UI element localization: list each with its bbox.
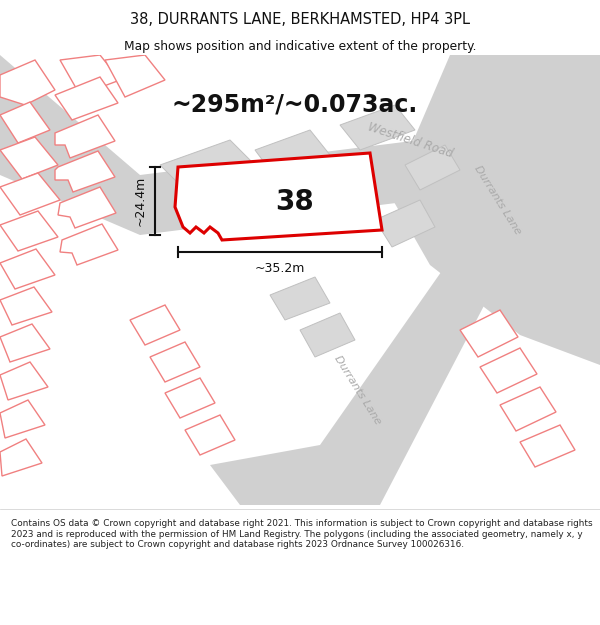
Text: 38, DURRANTS LANE, BERKHAMSTED, HP4 3PL: 38, DURRANTS LANE, BERKHAMSTED, HP4 3PL bbox=[130, 12, 470, 27]
Polygon shape bbox=[55, 115, 115, 158]
Polygon shape bbox=[0, 324, 50, 362]
Polygon shape bbox=[0, 287, 52, 325]
Polygon shape bbox=[375, 200, 435, 247]
Polygon shape bbox=[105, 55, 165, 97]
Polygon shape bbox=[0, 400, 45, 438]
Polygon shape bbox=[0, 102, 50, 143]
Polygon shape bbox=[130, 305, 180, 345]
Polygon shape bbox=[0, 60, 55, 105]
Text: ~295m²/~0.073ac.: ~295m²/~0.073ac. bbox=[172, 93, 418, 117]
Polygon shape bbox=[390, 55, 600, 365]
Text: Map shows position and indicative extent of the property.: Map shows position and indicative extent… bbox=[124, 39, 476, 52]
Polygon shape bbox=[165, 378, 215, 418]
Polygon shape bbox=[270, 277, 330, 320]
Polygon shape bbox=[460, 310, 518, 357]
Polygon shape bbox=[0, 137, 58, 179]
Polygon shape bbox=[0, 362, 48, 400]
Polygon shape bbox=[300, 313, 355, 357]
Polygon shape bbox=[340, 105, 415, 150]
Polygon shape bbox=[55, 151, 115, 192]
Polygon shape bbox=[150, 342, 200, 382]
Polygon shape bbox=[0, 439, 42, 476]
Text: ~35.2m: ~35.2m bbox=[255, 262, 305, 275]
Text: Durrants Lane: Durrants Lane bbox=[333, 354, 383, 426]
Polygon shape bbox=[0, 249, 55, 289]
Polygon shape bbox=[0, 173, 60, 215]
Polygon shape bbox=[210, 245, 500, 505]
Polygon shape bbox=[0, 55, 600, 235]
Polygon shape bbox=[0, 211, 58, 251]
Polygon shape bbox=[480, 348, 537, 393]
Polygon shape bbox=[58, 187, 116, 228]
Polygon shape bbox=[160, 140, 255, 190]
Text: 38: 38 bbox=[275, 188, 314, 216]
Text: ~24.4m: ~24.4m bbox=[134, 176, 147, 226]
Polygon shape bbox=[500, 387, 556, 431]
Polygon shape bbox=[520, 425, 575, 467]
Text: Westfield Road: Westfield Road bbox=[366, 120, 454, 160]
Polygon shape bbox=[405, 145, 460, 190]
Text: Contains OS data © Crown copyright and database right 2021. This information is : Contains OS data © Crown copyright and d… bbox=[11, 519, 592, 549]
Polygon shape bbox=[60, 224, 118, 265]
Polygon shape bbox=[55, 77, 118, 120]
Polygon shape bbox=[60, 55, 120, 95]
Polygon shape bbox=[175, 153, 382, 240]
Polygon shape bbox=[185, 415, 235, 455]
Text: Durrants Lane: Durrants Lane bbox=[473, 164, 523, 236]
Polygon shape bbox=[255, 130, 330, 177]
